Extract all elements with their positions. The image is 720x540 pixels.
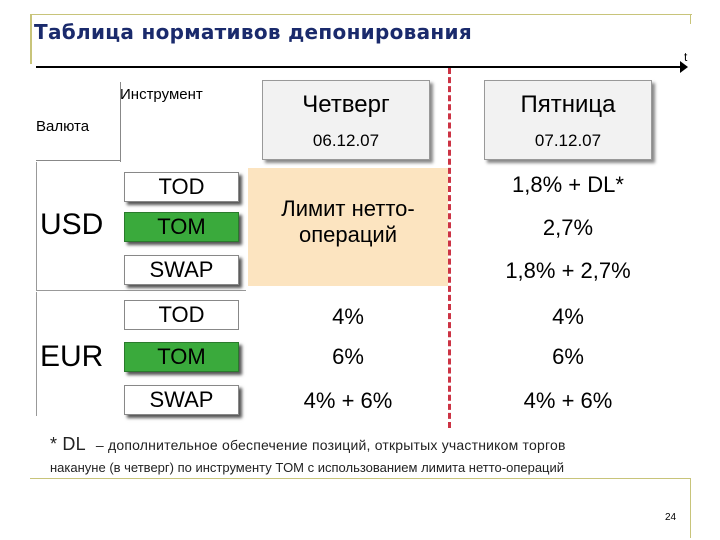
footnote-text-1: – дополнительное обеспечение позиций, от…: [95, 437, 566, 453]
usd-friday-tom: 2,7%: [542, 215, 594, 240]
footer-frame-right: [690, 478, 691, 538]
footnote-line-1: * DL – дополнительное обеспечение позици…: [50, 434, 566, 455]
eur-thursday-swap: 4% + 6%: [303, 388, 393, 413]
usd-tod: TOD: [124, 172, 239, 202]
eur-tod: TOD: [124, 300, 239, 330]
usd-tom: TOM: [124, 212, 239, 242]
title-frame-right: [690, 14, 691, 24]
day-boundary-line: [448, 68, 451, 428]
day-header-thursday: Четверг 06.12.07: [262, 80, 430, 160]
day-name: Четверг: [302, 91, 390, 118]
eur-swap: SWAP: [124, 385, 239, 415]
timeline-arrow-icon: [680, 61, 688, 73]
usd-friday-swap: 1,8% + 2,7%: [505, 258, 631, 283]
timeline-label: t: [684, 50, 688, 64]
currency-eur: EUR: [40, 340, 104, 373]
limit-line-1: Лимит нетто-: [281, 196, 415, 221]
eur-friday-tod: 4%: [552, 304, 584, 329]
group-separator: [36, 290, 246, 291]
header-divider: [120, 82, 121, 162]
header-instrument: Инструмент: [120, 86, 203, 103]
usd-friday-tod: 1,8% + DL*: [512, 172, 624, 197]
usd-swap: SWAP: [124, 255, 239, 285]
eur-tom: TOM: [124, 342, 239, 372]
day-name: Пятница: [520, 91, 616, 118]
usd-thursday-limit: Лимит нетто- операций: [248, 168, 448, 286]
footnote-star: * DL: [50, 434, 86, 454]
footer-frame-top: [30, 478, 690, 479]
eur-thursday-tom: 6%: [332, 344, 364, 369]
eur-friday-swap: 4% + 6%: [523, 388, 613, 413]
header-underline: [36, 160, 120, 161]
day-date: 07.12.07: [534, 131, 602, 150]
page-number: 24: [665, 512, 677, 523]
title-frame-top: [30, 14, 692, 15]
eur-group-border: [36, 292, 37, 416]
usd-group-border: [36, 162, 37, 290]
day-header-friday: Пятница 07.12.07: [484, 80, 652, 160]
eur-thursday-tod: 4%: [332, 304, 364, 329]
header-currency: Валюта: [36, 118, 90, 135]
eur-friday-tom: 6%: [552, 344, 584, 369]
limit-line-2: операций: [298, 222, 398, 247]
page-title: Таблица нормативов депонирования: [34, 20, 472, 44]
currency-usd: USD: [40, 208, 104, 241]
day-date: 06.12.07: [312, 131, 380, 150]
footnote-line-2: накануне (в четверг) по инструменту TOM …: [50, 460, 565, 475]
timeline-axis: [36, 66, 686, 68]
title-frame-left: [30, 14, 32, 64]
